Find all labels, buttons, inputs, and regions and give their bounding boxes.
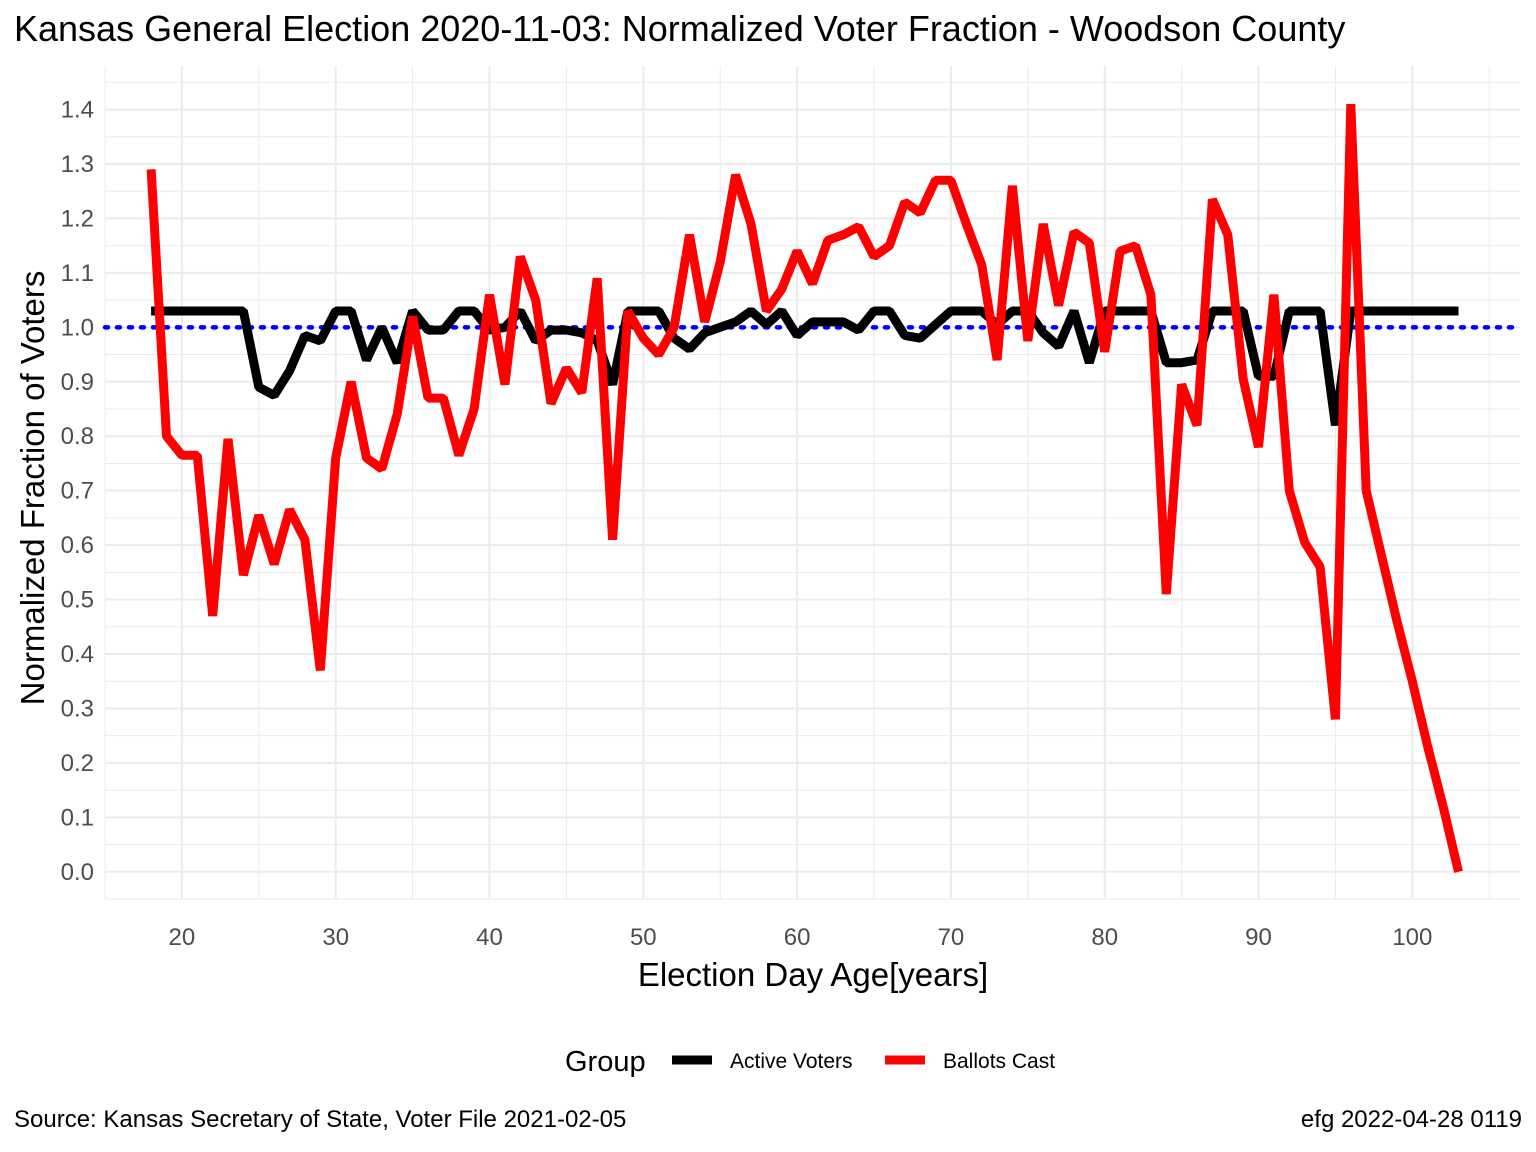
legend-title: Group bbox=[565, 1046, 646, 1078]
y-tick-label: 0.8 bbox=[61, 423, 94, 450]
y-tick-label: 1.4 bbox=[61, 97, 94, 124]
y-tick-label: 0.3 bbox=[61, 695, 94, 722]
x-tick-label: 80 bbox=[1091, 924, 1118, 951]
legend: Group Active Voters Ballots Cast bbox=[565, 1046, 1055, 1078]
y-tick-label: 0.2 bbox=[61, 750, 94, 777]
x-tick-labels: 20 30 40 50 60 70 80 90 100 bbox=[169, 924, 1433, 951]
x-tick-label: 60 bbox=[784, 924, 811, 951]
y-tick-label: 0.6 bbox=[61, 532, 94, 559]
source-caption: Source: Kansas Secretary of State, Voter… bbox=[14, 1106, 627, 1133]
y-tick-label: 0.1 bbox=[61, 804, 94, 831]
y-tick-label: 1.0 bbox=[61, 314, 94, 341]
series-line-ballots-cast bbox=[146, 103, 1463, 873]
x-tick-label: 100 bbox=[1392, 924, 1432, 951]
y-tick-label: 1.1 bbox=[61, 260, 94, 287]
y-tick-label: 0.7 bbox=[61, 478, 94, 505]
y-tick-label: 0.4 bbox=[61, 641, 94, 668]
legend-label-ballots-cast: Ballots Cast bbox=[943, 1050, 1055, 1073]
x-tick-label: 70 bbox=[938, 924, 965, 951]
x-tick-label: 40 bbox=[476, 924, 503, 951]
x-tick-label: 20 bbox=[169, 924, 196, 951]
grid-layer bbox=[104, 66, 1520, 900]
y-tick-label: 0.5 bbox=[61, 587, 94, 614]
chart-title: Kansas General Election 2020-11-03: Norm… bbox=[14, 8, 1346, 49]
y-tick-labels: 0.0 0.1 0.2 0.3 0.4 0.5 0.6 0.7 0.8 0.9 1.0 1.1 1.2 1… bbox=[61, 97, 94, 886]
y-tick-label: 1.2 bbox=[61, 205, 94, 232]
y-tick-label: 0.9 bbox=[61, 369, 94, 396]
y-tick-label: 0.0 bbox=[61, 859, 94, 886]
x-tick-label: 30 bbox=[322, 924, 349, 951]
series-line-active-voters bbox=[151, 306, 1459, 426]
x-tick-label: 90 bbox=[1245, 924, 1272, 951]
y-axis-label: Normalized Fraction of Voters bbox=[14, 271, 51, 706]
x-tick-label: 50 bbox=[630, 924, 657, 951]
timestamp-caption: efg 2022-04-28 0119 bbox=[1300, 1106, 1522, 1133]
series-layer bbox=[146, 103, 1463, 873]
legend-label-active-voters: Active Voters bbox=[730, 1050, 853, 1073]
y-tick-label: 1.3 bbox=[61, 151, 94, 178]
x-axis-label: Election Day Age[years] bbox=[638, 956, 988, 993]
